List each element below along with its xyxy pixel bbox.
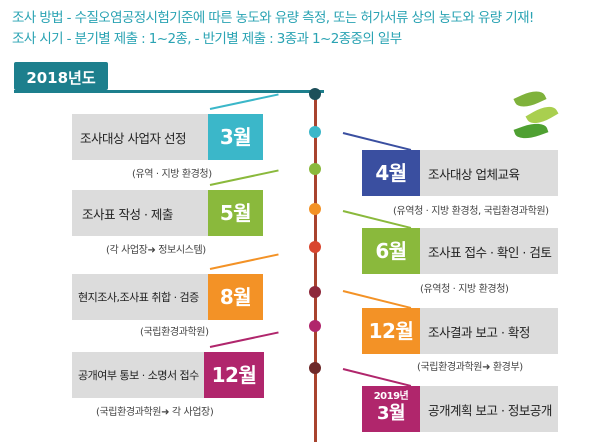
step-note: (유역 · 지방 환경청) [132, 169, 212, 180]
timeline-dot [309, 320, 321, 332]
timeline-dot [309, 163, 321, 175]
step-note: (유역청 · 지방 환경청) [420, 284, 509, 295]
year-badge: 2018년도 [14, 62, 108, 90]
schedule-text: 조사 시기 - 분기별 제출 : 1~2종, - 반기별 제출 : 3종과 1~… [12, 31, 402, 47]
timeline-dot [309, 88, 321, 100]
step-month: 4월 [362, 150, 420, 196]
step-note: (국립환경과학원➜ 각 사업장) [96, 407, 214, 418]
accent-stripe [342, 132, 412, 151]
step-month: 3월 [208, 114, 263, 160]
accent-stripe [209, 169, 279, 186]
year-underline [14, 90, 324, 93]
timeline-dot [309, 241, 321, 253]
step-month: 6월 [362, 228, 420, 274]
step-label: 공개여부 통보 · 소명서 접수 [78, 369, 199, 382]
step-year: 2019년 [373, 391, 409, 402]
timeline-axis [314, 92, 317, 442]
timeline-dot [309, 126, 321, 138]
timeline-dot [309, 203, 321, 215]
step-month-block: 2019년 3월 [362, 386, 420, 432]
year-label: 2018년도 [26, 69, 96, 87]
accent-stripe [209, 331, 279, 348]
accent-stripe [209, 93, 279, 110]
timeline-dot [309, 362, 321, 374]
step-month: 3월 [376, 403, 406, 424]
accent-stripe [342, 290, 412, 309]
step-month: 5월 [208, 190, 263, 236]
step-label: 조사대상 사업자 선정 [80, 131, 186, 146]
step-label: 조사대상 업체교육 [428, 167, 520, 182]
step-label: 조사표 접수 · 확인 · 검토 [428, 245, 552, 260]
step-note: (국립환경과학원) [140, 327, 209, 338]
accent-stripe [209, 253, 279, 270]
step-label: 현지조사,조사표 취합 · 검증 [78, 291, 199, 304]
step-note: (국립환경과학원➜ 환경부) [417, 362, 523, 373]
step-label: 조사결과 보고 · 확정 [428, 325, 530, 340]
step-note: (각 사업장➜ 정보시스템) [106, 245, 206, 256]
step-note: (유역청 · 지방 환경청, 국립환경과학원) [393, 206, 549, 217]
step-month: 8월 [208, 274, 263, 320]
step-label: 공개계획 보고 · 정보공개 [428, 403, 552, 418]
step-month: 12월 [362, 308, 420, 354]
accent-stripe [342, 368, 412, 387]
timeline-dot [309, 286, 321, 298]
step-month: 12월 [204, 352, 264, 398]
method-text: 조사 방법 - 수질오염공정시험기준에 따른 농도와 유량 측정, 또는 허가서… [12, 10, 534, 26]
step-label: 조사표 작성 · 제출 [82, 207, 173, 222]
